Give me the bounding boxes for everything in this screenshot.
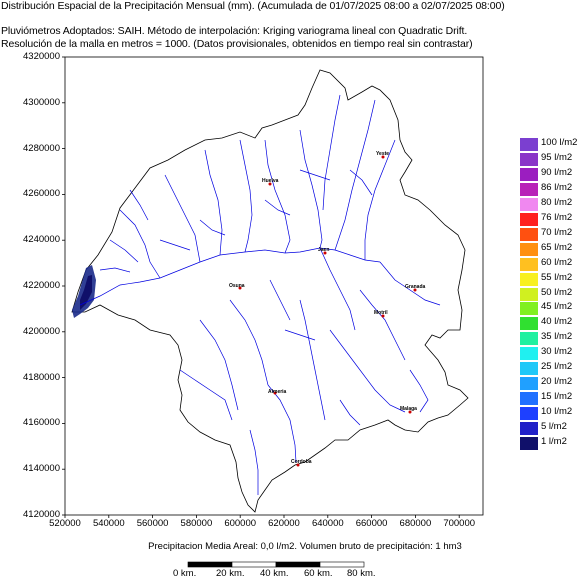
y-axis-label: 4320000: [23, 51, 60, 62]
legend-label: 25 l/m2: [541, 361, 573, 373]
y-axis-label: 4300000: [23, 96, 60, 108]
legend-swatch: [520, 422, 538, 436]
town-marker: [413, 288, 417, 292]
x-axis-label: 520000: [49, 518, 81, 529]
legend-swatch: [520, 407, 538, 421]
x-axis-label: 660000: [355, 518, 388, 529]
town-label-osuna: Osuna: [229, 283, 245, 289]
town-label-motril: Motril: [374, 310, 388, 316]
legend-swatch: [520, 212, 538, 226]
town-label-malaga: Malaga: [400, 406, 417, 412]
town-marker: [408, 410, 412, 414]
legend-label: 45 l/m2: [541, 301, 573, 313]
x-axis-label: 620000: [268, 518, 300, 529]
legend-swatch: [520, 362, 538, 376]
legend-label: 65 l/m2: [541, 241, 573, 253]
town-label-huelva: Huelva: [262, 178, 279, 184]
legend-label: 86 l/m2: [541, 181, 573, 193]
method-description: Pluviómetros Adoptados: SAIH. Método de …: [1, 25, 468, 37]
scale-label-80: 80 km.: [347, 568, 376, 579]
town-marker: [238, 286, 242, 290]
legend-label: 70 l/m2: [541, 226, 573, 238]
map-title: Distribución Espacial de la Precipitació…: [1, 0, 505, 12]
legend-swatch: [520, 227, 538, 241]
rainfall-area-core: [80, 275, 92, 310]
plot-frame: [64, 56, 484, 516]
legend-label: 100 l/m2: [541, 137, 578, 148]
y-axis-label: 4280000: [23, 142, 60, 154]
legend-swatch: [520, 272, 538, 286]
town-label-yeste: Yeste: [376, 151, 389, 157]
legend-label: 95 l/m2: [541, 151, 573, 163]
y-axis-label: 4200000: [23, 325, 60, 337]
legend-label: 55 l/m2: [541, 271, 573, 283]
town-label-granada: Granada: [405, 284, 426, 290]
town-markers: Huelva Yeste Jaen Osuna Granada Motril A…: [229, 151, 426, 467]
y-axis-label: 4240000: [23, 234, 60, 246]
town-marker: [381, 155, 385, 159]
x-axis-label: 540000: [92, 518, 125, 529]
y-axis-label: 4260000: [23, 188, 60, 200]
legend-swatch: [520, 167, 538, 181]
x-axis-label: 700000: [443, 518, 476, 529]
legend-label: 5 l/m2: [541, 421, 567, 433]
scale-label-40: 40 km.: [260, 568, 289, 579]
scale-label-20: 20 km.: [216, 568, 245, 579]
x-axis-label: 600000: [224, 518, 257, 529]
town-marker: [323, 251, 327, 255]
legend-label: 76 l/m2: [541, 211, 573, 223]
scale-label-0: 0 km.: [173, 568, 197, 579]
legend-swatch: [520, 392, 538, 406]
legend-swatch: [520, 332, 538, 346]
legend-label: 35 l/m2: [541, 331, 573, 343]
legend-swatch: [520, 437, 538, 450]
y-axis-label: 4120000: [23, 509, 60, 520]
scale-label-60: 60 km.: [304, 568, 333, 579]
town-marker: [273, 391, 277, 395]
legend-label: 80 l/m2: [541, 196, 573, 208]
y-axis-label: 4160000: [23, 417, 60, 429]
legend-label: 30 l/m2: [541, 346, 573, 358]
resolution-note: Resolución de la malla en metros = 1000.…: [1, 38, 473, 50]
legend-swatch: [520, 287, 538, 301]
town-label-jaen: Jaen: [318, 247, 329, 253]
y-axis-label: 4180000: [23, 371, 60, 383]
legend-swatch: [520, 257, 538, 271]
legend-label: 20 l/m2: [541, 376, 573, 388]
scale-bar: [187, 561, 365, 568]
legend-label: 15 l/m2: [541, 391, 573, 403]
legend-swatch: [520, 377, 538, 391]
legend-swatch: [520, 302, 538, 316]
town-marker: [296, 463, 300, 467]
legend-label: 60 l/m2: [541, 256, 573, 268]
legend-swatch: [520, 182, 538, 196]
x-axis-label: 640000: [311, 518, 344, 529]
legend-label: 10 l/m2: [541, 406, 573, 418]
x-axis-ticks: [64, 515, 460, 518]
legend-swatch: [520, 152, 538, 166]
town-marker: [268, 182, 272, 186]
legend-label: 50 l/m2: [541, 286, 573, 298]
legend-label: 40 l/m2: [541, 316, 573, 328]
x-axis-label: 560000: [136, 518, 169, 529]
areal-precipitation-summary: Precipitacion Media Areal: 0,0 l/m2. Vol…: [148, 541, 462, 552]
legend-label: 1 l/m2: [541, 436, 567, 447]
basin-boundary: [71, 69, 469, 513]
y-axis-label: 4140000: [23, 463, 60, 475]
y-axis-label: 4220000: [23, 280, 60, 291]
x-axis-label: 580000: [180, 518, 213, 529]
river-network: [79, 94, 441, 495]
legend-swatch: [520, 197, 538, 211]
legend-swatch: [520, 138, 538, 151]
legend-label: 90 l/m2: [541, 166, 573, 178]
legend-swatch: [520, 242, 538, 256]
legend-swatch: [520, 317, 538, 331]
y-axis-ticks: [62, 56, 65, 516]
town-marker: [381, 314, 385, 318]
legend-swatch: [520, 347, 538, 361]
town-label-cordoba: Cordoba: [291, 459, 312, 465]
town-label-almeria: Almeria: [268, 389, 287, 395]
x-axis-label: 680000: [399, 518, 432, 529]
